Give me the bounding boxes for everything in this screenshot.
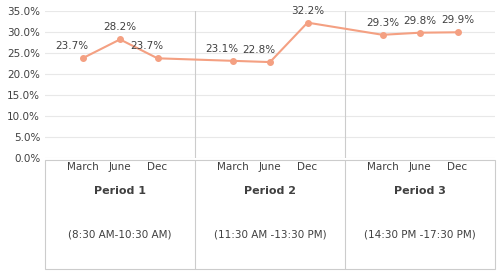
Text: 23.7%: 23.7% [130,41,163,51]
Text: 28.2%: 28.2% [104,23,136,32]
Text: Period 2: Period 2 [244,186,296,196]
Text: (8:30 AM-10:30 AM): (8:30 AM-10:30 AM) [68,230,172,239]
Text: 22.8%: 22.8% [242,45,276,55]
Text: 29.3%: 29.3% [366,18,399,28]
Text: (11:30 AM -13:30 PM): (11:30 AM -13:30 PM) [214,230,326,239]
Text: 29.9%: 29.9% [441,15,474,25]
Text: Period 3: Period 3 [394,186,446,196]
Text: 32.2%: 32.2% [291,6,324,16]
Text: 29.8%: 29.8% [404,16,436,26]
Text: 23.1%: 23.1% [205,44,238,54]
Text: (14:30 PM -17:30 PM): (14:30 PM -17:30 PM) [364,230,476,239]
Text: 23.7%: 23.7% [55,41,88,51]
Text: Period 1: Period 1 [94,186,146,196]
